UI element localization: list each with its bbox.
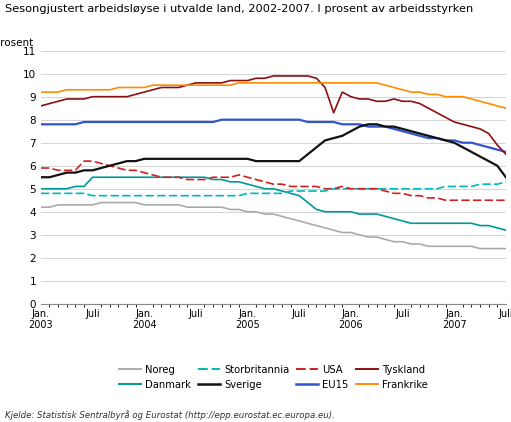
Text: Kjelde: Statistisk Sentralbyrå og Eurostat (http://epp.eurostat.ec.europa.eu).: Kjelde: Statistisk Sentralbyrå og Eurost…: [5, 410, 335, 420]
Text: Prosent: Prosent: [0, 38, 34, 48]
Text: Sesongjustert arbeidsløyse i utvalde land, 2002-2007. I prosent av arbeidsstyrke: Sesongjustert arbeidsløyse i utvalde lan…: [5, 4, 473, 14]
Legend: Noreg, Danmark, Storbritannia, Sverige, USA, EU15, Tyskland, Frankrike: Noreg, Danmark, Storbritannia, Sverige, …: [119, 365, 428, 390]
